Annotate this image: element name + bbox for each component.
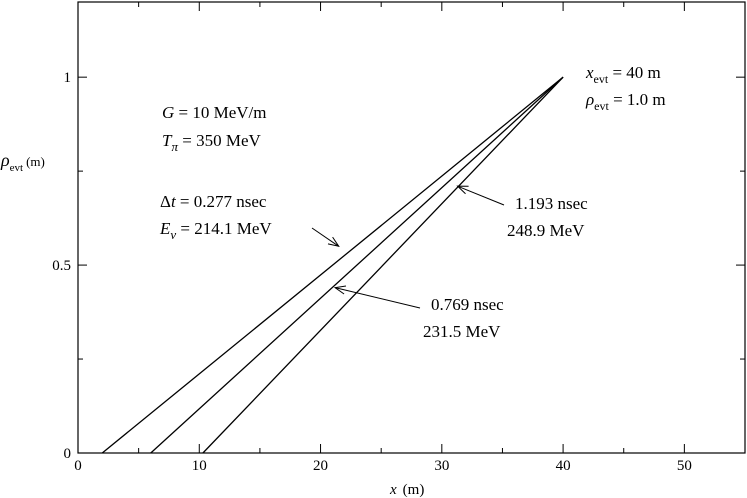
x-axis-title: x (m) bbox=[389, 482, 424, 498]
y-tick-label: 0 bbox=[64, 446, 72, 462]
line3-energy-text: 248.9 MeV bbox=[507, 221, 585, 240]
line1-e-text: Eν = 214.1 MeV bbox=[159, 219, 272, 242]
arrows bbox=[311, 185, 505, 309]
series-line-3 bbox=[202, 76, 564, 454]
event-rho-text: ρevt = 1.0 m bbox=[585, 90, 666, 113]
ticks bbox=[77, 2, 745, 454]
x-tick-label: 20 bbox=[313, 458, 328, 474]
param-g-text: G = 10 MeV/m bbox=[162, 103, 267, 122]
line3-arrow-shaft bbox=[457, 185, 505, 206]
y-axis-title: ρevt (m) bbox=[0, 150, 45, 174]
x-tick-label: 40 bbox=[556, 458, 571, 474]
series-line-1 bbox=[101, 76, 564, 454]
param-t-text: Tπ = 350 MeV bbox=[162, 131, 261, 154]
line2-energy-text: 231.5 MeV bbox=[423, 322, 501, 341]
line1-arrow-head bbox=[327, 236, 340, 248]
line3-arrow-head bbox=[456, 185, 469, 195]
line2-arrow-head bbox=[333, 285, 347, 295]
line1-arrow-shaft bbox=[311, 227, 340, 247]
series-line-2 bbox=[150, 76, 564, 454]
tick-labels: 0 10 20 30 40 50 0 0.5 1 bbox=[52, 70, 692, 474]
x-tick-label: 30 bbox=[434, 458, 449, 474]
y-tick-label: 0.5 bbox=[52, 258, 71, 274]
line3-time-text: 1.193 nsec bbox=[515, 194, 588, 213]
y-tick-label: 1 bbox=[64, 70, 72, 86]
event-x-text: xevt = 40 m bbox=[585, 63, 661, 86]
x-tick-label: 0 bbox=[74, 458, 82, 474]
line2-time-text: 0.769 nsec bbox=[431, 295, 504, 314]
line2-arrow-shaft bbox=[334, 287, 421, 309]
x-tick-label: 10 bbox=[192, 458, 207, 474]
line1-dt-text: Δt = 0.277 nsec bbox=[160, 192, 267, 211]
x-tick-label: 50 bbox=[677, 458, 692, 474]
plot-frame bbox=[77, 1, 746, 454]
series-group bbox=[101, 76, 564, 454]
